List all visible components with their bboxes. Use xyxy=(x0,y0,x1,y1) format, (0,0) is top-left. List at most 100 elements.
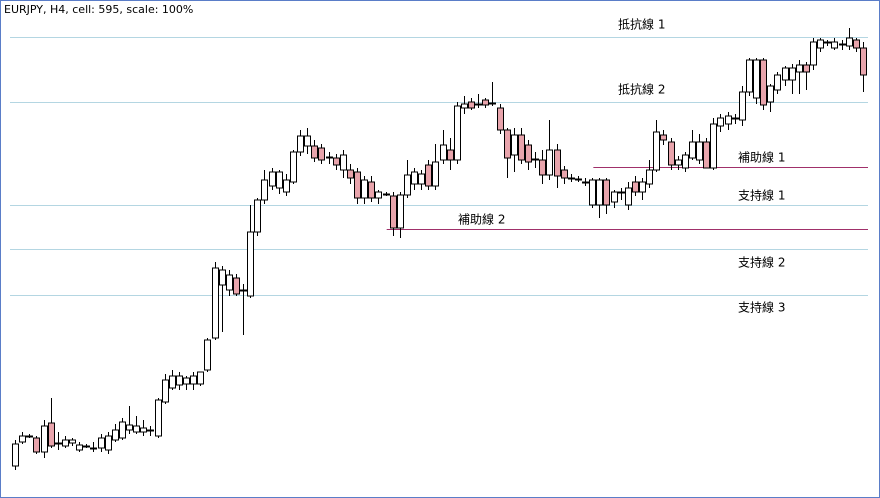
candle-body xyxy=(653,131,660,171)
candle-body xyxy=(618,191,625,194)
candle-body xyxy=(90,447,97,450)
candle-body xyxy=(440,144,447,161)
candle-body xyxy=(568,177,575,180)
candle-body xyxy=(276,171,283,189)
candle-body xyxy=(689,141,696,159)
candle-body xyxy=(475,103,482,106)
candle-body xyxy=(41,425,48,453)
candle-body xyxy=(418,173,425,185)
candle-body xyxy=(753,59,760,99)
candle-body xyxy=(155,399,162,437)
candle-body xyxy=(105,435,112,451)
candle-body xyxy=(383,193,390,196)
candle-body xyxy=(554,149,561,177)
chart-title: EURJPY, H4, cell: 595, scale: 100% xyxy=(4,3,193,16)
candle-body xyxy=(19,435,26,443)
candle-body xyxy=(546,149,553,176)
candle-body xyxy=(789,67,796,81)
candle-body xyxy=(333,157,340,166)
candle-body xyxy=(247,231,254,297)
candle-body xyxy=(632,181,639,193)
candle-body xyxy=(411,171,418,185)
candle-body xyxy=(682,154,689,169)
candle-body xyxy=(240,289,247,292)
candle-body xyxy=(212,267,219,339)
candle-body xyxy=(760,59,767,106)
candle-body xyxy=(290,151,297,183)
candle-body xyxy=(368,181,375,199)
candle-body xyxy=(489,102,496,105)
candle-body xyxy=(732,117,739,120)
candle-body xyxy=(461,103,468,109)
candle-body xyxy=(504,129,511,159)
candle-body xyxy=(147,429,154,432)
candle-body xyxy=(326,156,333,159)
candle-body xyxy=(361,179,368,199)
candle-body xyxy=(204,339,211,371)
candle-body xyxy=(133,425,140,433)
candle-body xyxy=(311,145,318,159)
candle-body xyxy=(539,159,546,176)
candle-body xyxy=(297,135,304,153)
candle-body xyxy=(126,424,133,431)
candle-body xyxy=(375,191,382,199)
candle-body xyxy=(596,179,603,206)
level-label: 支持線 1 xyxy=(738,188,785,203)
candle-body xyxy=(12,443,19,467)
candle-body xyxy=(454,105,461,161)
candle-body xyxy=(675,159,682,166)
candle-body xyxy=(831,41,838,49)
level-label: 支持線 2 xyxy=(738,255,785,270)
candle-body xyxy=(283,179,290,193)
candle-body xyxy=(603,179,610,206)
candle-body xyxy=(83,445,90,448)
candle-body xyxy=(589,179,596,206)
candle-body xyxy=(746,59,753,93)
candle-body xyxy=(710,123,717,169)
candle-body xyxy=(261,179,268,201)
candle-body xyxy=(254,199,261,233)
candle-body xyxy=(717,117,724,127)
candle-body xyxy=(497,107,504,131)
candle-body xyxy=(62,439,69,447)
candle-body xyxy=(169,375,176,389)
candle-body xyxy=(354,171,361,199)
candle-body xyxy=(668,141,675,166)
candle-body xyxy=(767,85,774,103)
candle-body xyxy=(119,421,126,439)
candle-body xyxy=(532,158,539,161)
candle-body xyxy=(703,141,710,169)
candle-body xyxy=(197,371,204,385)
candle-body xyxy=(404,174,411,196)
candle-body xyxy=(725,115,732,125)
candle-body xyxy=(432,161,439,187)
candle-body xyxy=(318,147,325,161)
candle-body xyxy=(48,422,55,447)
candle-body xyxy=(33,437,40,453)
candle-body xyxy=(774,74,781,91)
candle-body xyxy=(219,269,226,286)
candle-body xyxy=(853,39,860,49)
candle-body xyxy=(233,277,240,295)
candle-body xyxy=(810,41,817,66)
candle-body xyxy=(696,141,703,161)
candle-body xyxy=(176,375,183,386)
candle-body xyxy=(846,37,853,47)
candle-body xyxy=(183,377,190,385)
candle-body xyxy=(803,64,810,73)
candle-body xyxy=(269,171,276,187)
candle-body xyxy=(304,135,311,147)
candle-body xyxy=(739,91,746,121)
candle-body xyxy=(76,444,83,451)
candle-body xyxy=(397,194,404,229)
candle-body xyxy=(26,435,33,438)
candle-body xyxy=(611,191,618,203)
candle-body xyxy=(468,101,475,109)
candle-body xyxy=(575,178,582,181)
candle-body xyxy=(839,43,846,46)
candle-body xyxy=(860,47,867,76)
candle-body xyxy=(646,169,653,185)
candle-body xyxy=(162,379,169,403)
candle-body xyxy=(482,99,489,106)
